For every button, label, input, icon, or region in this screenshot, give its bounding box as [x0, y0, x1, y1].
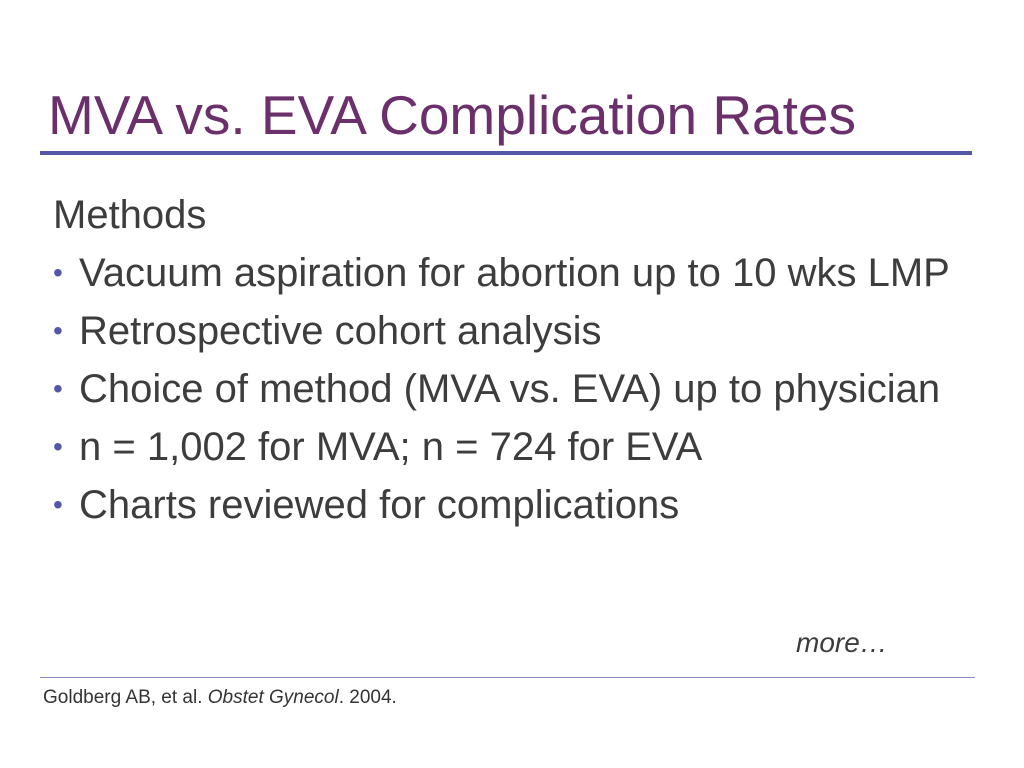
citation-year: . 2004. [338, 687, 397, 708]
bullet-text: Vacuum aspiration for abortion up to 10 … [79, 251, 950, 295]
section-heading: Methods [53, 193, 207, 237]
title-divider [40, 151, 972, 155]
bullet-item: • Charts reviewed for complications [53, 480, 993, 530]
bullet-text: Retrospective cohort analysis [79, 309, 602, 353]
bullet-icon: • [53, 431, 63, 462]
bullet-item: • Vacuum aspiration for abortion up to 1… [53, 248, 993, 298]
footer-divider [40, 677, 975, 678]
bullet-icon: • [53, 489, 63, 520]
bullet-item: • Retrospective cohort analysis [53, 306, 993, 356]
bullet-item: • Choice of method (MVA vs. EVA) up to p… [53, 364, 993, 414]
bullet-icon: • [53, 257, 63, 288]
slide-title: MVA vs. EVA Complication Rates [48, 84, 857, 146]
bullet-text: Charts reviewed for complications [79, 483, 680, 527]
citation-journal: Obstet Gynecol [207, 687, 339, 708]
citation: Goldberg AB, et al. Obstet Gynecol. 2004… [43, 686, 397, 710]
bullet-list: • Vacuum aspiration for abortion up to 1… [53, 248, 993, 538]
bullet-text: n = 1,002 for MVA; n = 724 for EVA [79, 425, 703, 469]
bullet-icon: • [53, 373, 63, 404]
bullet-text: Choice of method (MVA vs. EVA) up to phy… [79, 367, 941, 411]
bullet-item: • n = 1,002 for MVA; n = 724 for EVA [53, 422, 993, 472]
more-continuation-label: more… [796, 627, 888, 658]
bullet-icon: • [53, 315, 63, 346]
citation-authors: Goldberg AB, et al. [43, 687, 208, 708]
